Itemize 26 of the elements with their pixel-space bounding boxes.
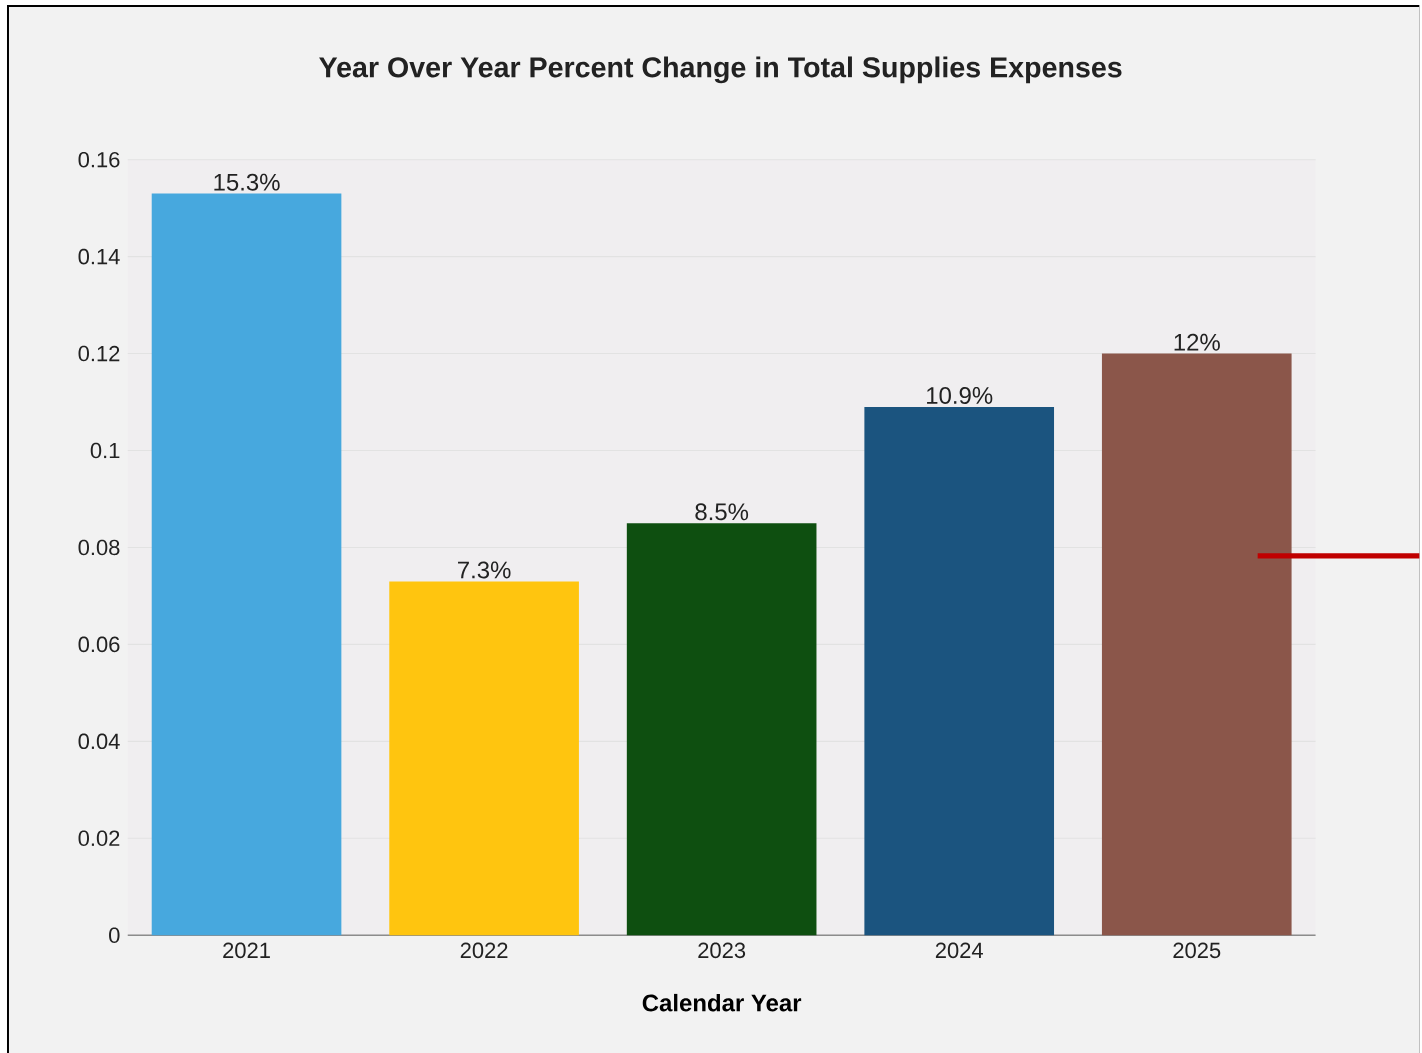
data-label: 12% <box>1174 333 1220 351</box>
bar <box>389 581 579 936</box>
data-label: 15.3% <box>214 173 280 191</box>
x-tick-label: 2022 <box>460 942 508 959</box>
x-axis-title: Calendar Year <box>642 993 802 1012</box>
y-tick-label: 0.08 <box>78 539 120 556</box>
data-label: 8.5% <box>695 503 749 521</box>
y-tick-label: 0.1 <box>90 442 120 459</box>
data-label: 7.3% <box>458 561 511 579</box>
chart-title: Year Over Year Percent Change in Total Supplies Expenses <box>319 56 1122 84</box>
y-tick-label: 0.02 <box>78 830 120 847</box>
y-tick-label: 0.12 <box>78 345 120 362</box>
bar <box>1101 353 1292 936</box>
y-tick-label: 0.06 <box>78 636 120 653</box>
x-tick-label: 2021 <box>223 942 270 959</box>
data-label: 10.9% <box>927 386 993 404</box>
x-tick-label: 2024 <box>935 942 983 959</box>
y-tick-label: 0.04 <box>78 733 120 750</box>
y-tick-label: 0 <box>109 927 120 943</box>
x-tick-label: 2025 <box>1173 942 1221 959</box>
x-tick-label: 2023 <box>698 942 746 959</box>
bar <box>864 406 1055 936</box>
y-tick-label: 0.16 <box>78 151 120 168</box>
bar <box>626 523 817 936</box>
y-tick-label: 0.14 <box>78 248 120 265</box>
bar <box>151 193 342 936</box>
